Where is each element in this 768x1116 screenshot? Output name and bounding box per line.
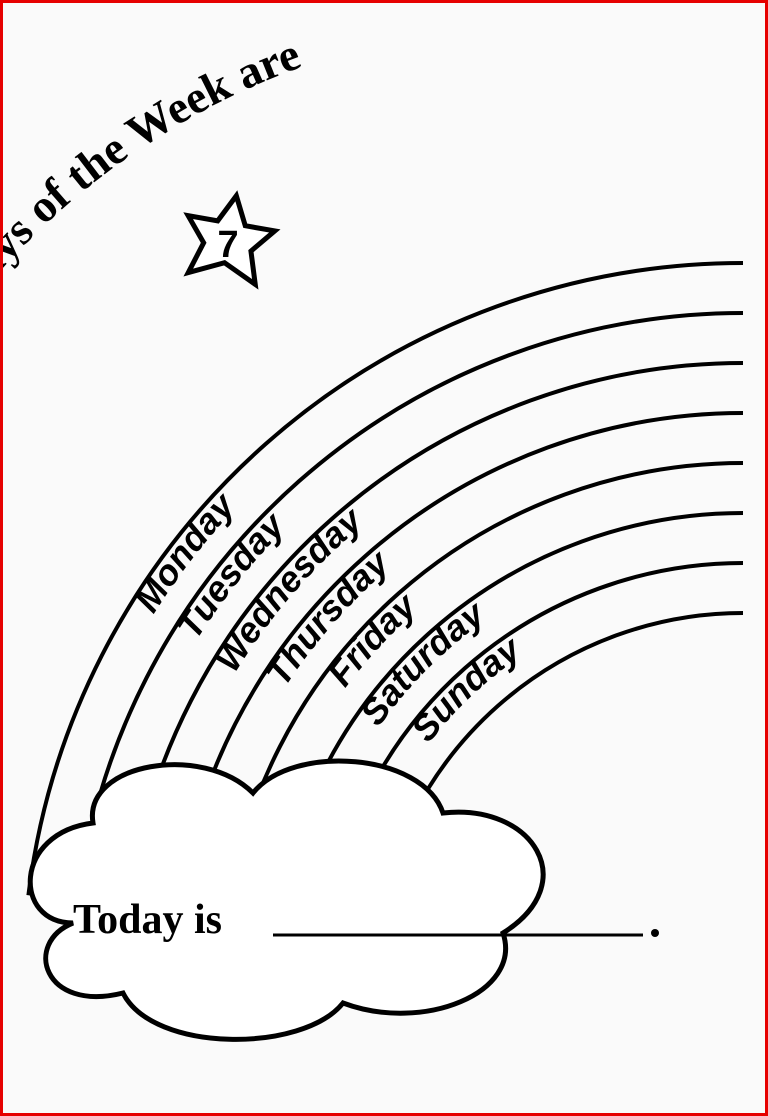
today-is-label: Today is: [73, 897, 222, 943]
worksheet-frame: MondayTuesdayWednesdayThursdayFridaySatu…: [0, 0, 768, 1116]
period-dot: [651, 929, 659, 937]
star-badge: 7: [178, 188, 279, 286]
worksheet-svg: MondayTuesdayWednesdayThursdayFridaySatu…: [3, 3, 765, 1113]
star-number: 7: [217, 224, 238, 266]
page-title: The Days of the Week are: [3, 28, 307, 384]
